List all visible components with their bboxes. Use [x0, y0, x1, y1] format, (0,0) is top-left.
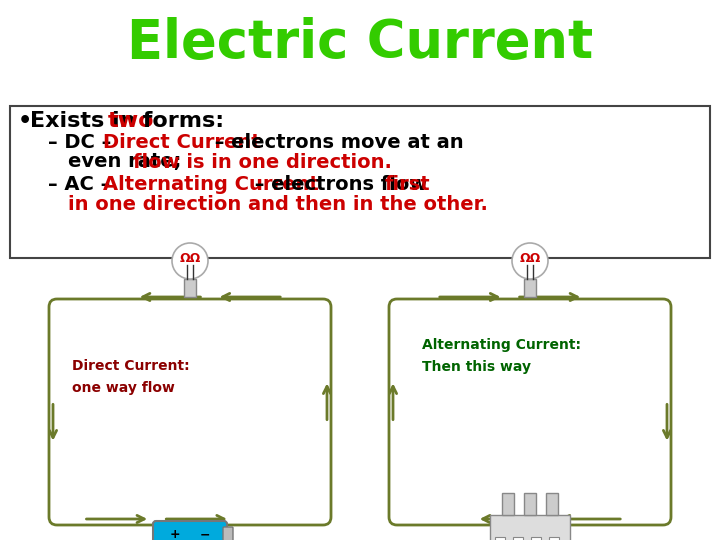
Text: two: two — [108, 111, 155, 131]
Text: in one direction and then in the other.: in one direction and then in the other. — [68, 195, 488, 214]
Text: first: first — [385, 176, 431, 194]
Bar — [531, 537, 541, 540]
FancyBboxPatch shape — [10, 106, 710, 258]
Text: Direct Current: Direct Current — [103, 132, 261, 152]
Bar — [184, 279, 196, 297]
Bar — [549, 537, 559, 540]
Bar — [502, 493, 514, 515]
Circle shape — [512, 243, 548, 279]
Text: – AC –: – AC – — [48, 176, 117, 194]
FancyBboxPatch shape — [153, 521, 227, 540]
Text: Electric Current: Electric Current — [127, 17, 593, 69]
Text: Exists in: Exists in — [30, 111, 143, 131]
Text: – DC –: – DC – — [48, 132, 118, 152]
Text: Alternating Current:: Alternating Current: — [422, 338, 581, 352]
Text: – electrons flow: – electrons flow — [248, 176, 434, 194]
Text: Then this way: Then this way — [422, 360, 531, 374]
Text: even rate;: even rate; — [68, 152, 188, 172]
FancyBboxPatch shape — [223, 527, 233, 540]
Circle shape — [172, 243, 208, 279]
Text: •: • — [18, 111, 32, 131]
Text: – electrons move at an: – electrons move at an — [208, 132, 464, 152]
Text: Direct Current:: Direct Current: — [72, 359, 189, 373]
Text: Alternating Current: Alternating Current — [103, 176, 319, 194]
Text: forms:: forms: — [135, 111, 224, 131]
Text: ΩΩ: ΩΩ — [519, 253, 541, 266]
Text: one way flow: one way flow — [72, 381, 175, 395]
Text: ΩΩ: ΩΩ — [179, 253, 201, 266]
Text: +: + — [170, 529, 180, 540]
FancyBboxPatch shape — [389, 299, 671, 525]
Bar — [546, 493, 558, 515]
Bar — [513, 537, 523, 540]
FancyBboxPatch shape — [49, 299, 331, 525]
Bar — [495, 537, 505, 540]
Bar — [490, 515, 570, 540]
Bar — [524, 493, 536, 515]
Bar — [524, 279, 536, 297]
Text: −: − — [199, 529, 210, 540]
Text: flow is in one direction.: flow is in one direction. — [133, 152, 392, 172]
